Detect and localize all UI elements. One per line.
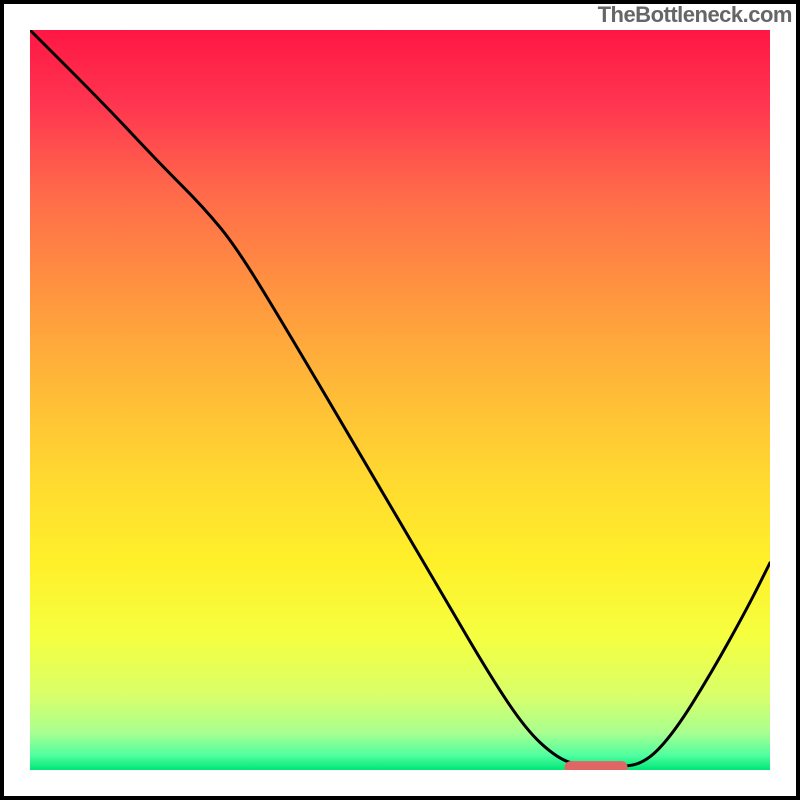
sweet-spot-marker <box>565 761 628 770</box>
plot-area <box>30 30 770 770</box>
bottleneck-curve <box>30 30 770 767</box>
watermark-text: TheBottleneck.com <box>598 2 792 28</box>
curve-layer <box>30 30 770 770</box>
